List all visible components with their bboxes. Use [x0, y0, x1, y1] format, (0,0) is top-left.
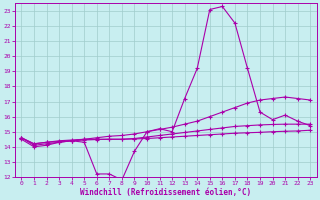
X-axis label: Windchill (Refroidissement éolien,°C): Windchill (Refroidissement éolien,°C) [80, 188, 252, 197]
